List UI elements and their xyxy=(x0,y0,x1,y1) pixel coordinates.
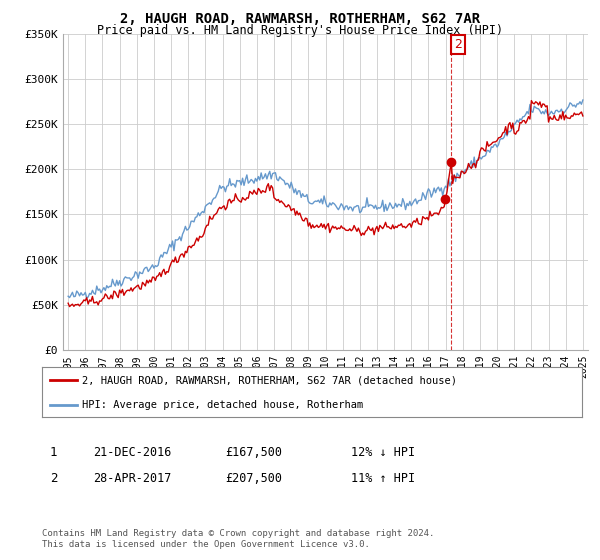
Text: 1: 1 xyxy=(50,446,57,459)
Text: 2: 2 xyxy=(454,38,462,51)
Text: 2: 2 xyxy=(50,472,57,486)
Text: Contains HM Land Registry data © Crown copyright and database right 2024.
This d: Contains HM Land Registry data © Crown c… xyxy=(42,529,434,549)
Text: 11% ↑ HPI: 11% ↑ HPI xyxy=(351,472,415,486)
Text: 28-APR-2017: 28-APR-2017 xyxy=(93,472,172,486)
Text: Price paid vs. HM Land Registry's House Price Index (HPI): Price paid vs. HM Land Registry's House … xyxy=(97,24,503,37)
Text: £207,500: £207,500 xyxy=(225,472,282,486)
Text: £167,500: £167,500 xyxy=(225,446,282,459)
Text: 2, HAUGH ROAD, RAWMARSH, ROTHERHAM, S62 7AR (detached house): 2, HAUGH ROAD, RAWMARSH, ROTHERHAM, S62 … xyxy=(83,375,458,385)
Text: 21-DEC-2016: 21-DEC-2016 xyxy=(93,446,172,459)
Text: HPI: Average price, detached house, Rotherham: HPI: Average price, detached house, Roth… xyxy=(83,400,364,409)
Text: 2, HAUGH ROAD, RAWMARSH, ROTHERHAM, S62 7AR: 2, HAUGH ROAD, RAWMARSH, ROTHERHAM, S62 … xyxy=(120,12,480,26)
Text: 12% ↓ HPI: 12% ↓ HPI xyxy=(351,446,415,459)
